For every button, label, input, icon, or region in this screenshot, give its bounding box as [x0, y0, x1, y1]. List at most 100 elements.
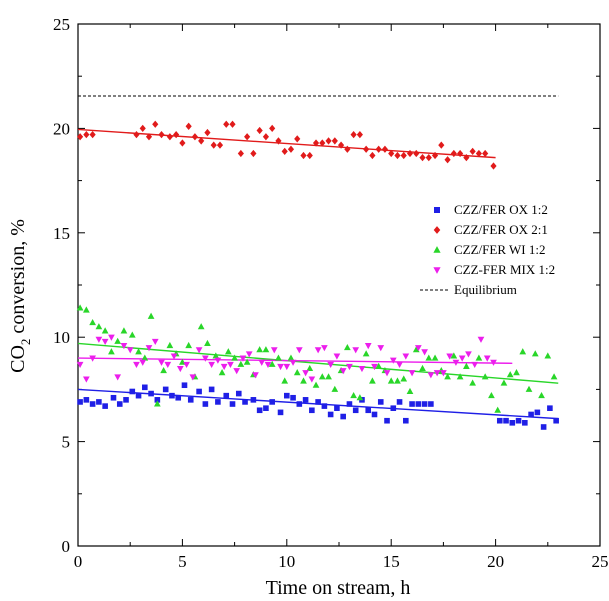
- data-point-series-3: [313, 382, 320, 388]
- data-point-series-1: [123, 397, 129, 403]
- data-point-series-2: [133, 131, 139, 138]
- data-point-series-3: [538, 392, 545, 398]
- data-point-series-1: [497, 418, 503, 424]
- data-point-series-3: [494, 407, 501, 413]
- x-tick-label: 25: [592, 552, 609, 571]
- data-point-series-1: [372, 412, 378, 418]
- data-point-series-3: [400, 375, 407, 381]
- data-point-series-3: [519, 348, 526, 354]
- data-point-series-1: [309, 407, 315, 413]
- data-point-series-4: [139, 360, 146, 366]
- data-point-series-1: [169, 393, 175, 399]
- data-point-series-4: [321, 345, 328, 351]
- data-point-series-1: [328, 412, 334, 418]
- data-point-series-1: [242, 399, 248, 405]
- data-point-series-3: [432, 354, 439, 360]
- data-point-series-4: [296, 347, 303, 353]
- data-point-series-1: [528, 412, 534, 418]
- x-tick-label: 5: [178, 552, 187, 571]
- data-point-series-4: [152, 339, 159, 345]
- data-point-series-4: [465, 351, 472, 357]
- data-point-series-2: [257, 127, 263, 134]
- data-point-series-4: [227, 362, 234, 368]
- data-point-series-4: [346, 364, 353, 370]
- data-point-series-1: [102, 403, 108, 409]
- legend-marker-series-3: [433, 246, 440, 253]
- data-point-series-3: [148, 313, 155, 319]
- data-point-series-2: [325, 137, 331, 144]
- data-point-series-2: [152, 121, 158, 128]
- data-point-series-2: [413, 150, 419, 157]
- data-point-series-3: [369, 377, 376, 383]
- data-point-series-1: [257, 407, 263, 413]
- data-point-series-4: [177, 366, 184, 372]
- data-point-series-3: [513, 369, 520, 375]
- data-point-series-1: [209, 387, 215, 393]
- data-point-series-1: [503, 418, 509, 424]
- data-point-series-4: [208, 362, 215, 368]
- data-point-series-3: [108, 348, 115, 354]
- data-point-series-1: [215, 399, 221, 405]
- data-point-series-4: [315, 347, 322, 353]
- data-point-series-2: [140, 125, 146, 132]
- data-point-series-2: [444, 156, 450, 163]
- data-point-series-1: [117, 401, 123, 407]
- plot-frame: [78, 24, 600, 546]
- axis-ticks: 0 5 10 15 20 25 0 5 10 15 20 25: [53, 15, 609, 571]
- legend-label-series-1: CZZ/FER OX 1:2: [454, 202, 548, 217]
- data-point-series-3: [469, 379, 476, 385]
- data-point-series-1: [340, 414, 346, 420]
- data-point-series-2: [426, 154, 432, 161]
- data-point-series-3: [425, 354, 432, 360]
- data-point-series-4: [164, 362, 171, 368]
- data-point-series-4: [108, 335, 115, 341]
- data-point-series-3: [129, 331, 136, 337]
- data-point-series-2: [83, 131, 89, 138]
- data-point-series-1: [251, 397, 257, 403]
- data-point-series-4: [246, 351, 253, 357]
- data-point-series-2: [217, 141, 223, 148]
- plot-area: [78, 24, 600, 546]
- data-point-series-1: [409, 401, 415, 407]
- data-point-series-2: [307, 152, 313, 159]
- data-point-series-3: [476, 354, 483, 360]
- y-axis-title-prefix: CO: [7, 345, 29, 373]
- y-tick-label: 25: [53, 15, 70, 34]
- data-point-series-2: [90, 131, 96, 138]
- data-point-series-2: [470, 148, 476, 155]
- x-tick-label: 0: [74, 552, 83, 571]
- data-point-series-1: [236, 391, 242, 397]
- legend-label-series-3: CZZ/FER WI 1:2: [454, 242, 545, 257]
- y-axis-title: CO2 conversion, %: [7, 219, 33, 373]
- data-point-series-3: [96, 323, 103, 329]
- data-point-series-2: [419, 154, 425, 161]
- data-point-series-3: [325, 373, 332, 379]
- data-point-series-2: [376, 146, 382, 153]
- data-point-series-3: [344, 344, 351, 350]
- data-point-series-3: [114, 338, 121, 344]
- data-point-series-4: [258, 360, 265, 366]
- data-point-series-1: [303, 397, 309, 403]
- data-point-series-2: [369, 152, 375, 159]
- y-tick-label: 5: [62, 433, 71, 452]
- data-point-series-4: [377, 345, 384, 351]
- legend-label-series-4: CZZ-FER MIX 1:2: [454, 262, 555, 277]
- data-point-series-1: [96, 399, 102, 405]
- data-point-series-4: [114, 374, 121, 380]
- data-point-series-3: [263, 346, 270, 352]
- data-point-series-1: [403, 418, 409, 424]
- y-tick-label: 20: [53, 119, 70, 138]
- data-point-series-2: [294, 135, 300, 142]
- data-point-series-1: [77, 399, 83, 405]
- data-point-series-3: [83, 306, 90, 312]
- data-point-series-4: [233, 368, 240, 374]
- data-point-series-2: [173, 131, 179, 138]
- y-axis-title-suffix: conversion, %: [7, 219, 29, 338]
- x-tick-label: 15: [383, 552, 400, 571]
- data-point-series-3: [167, 342, 174, 348]
- data-point-series-1: [422, 401, 428, 407]
- data-point-series-1: [263, 405, 269, 411]
- data-point-series-2: [204, 129, 210, 136]
- data-point-series-3: [219, 369, 226, 375]
